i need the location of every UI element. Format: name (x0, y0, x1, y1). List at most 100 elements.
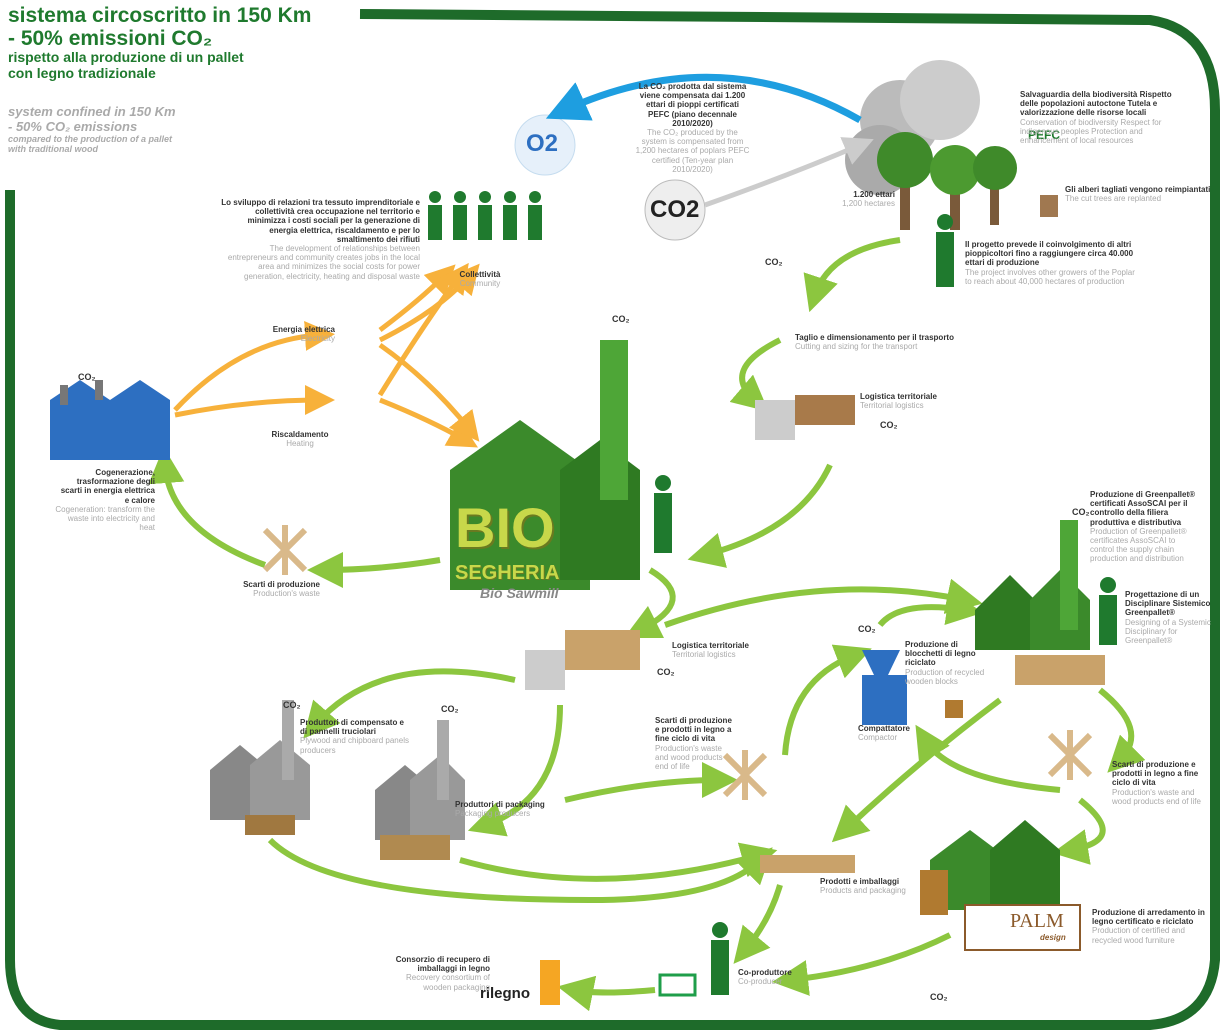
node-label-en: Products and packaging (820, 886, 906, 896)
pefc-logo: PEFC (1028, 128, 1061, 142)
co2-badge: CO₂ (765, 257, 783, 267)
node-label-en: Production of recycled wooden blocks (905, 667, 985, 686)
node: Energia elettrica Electricity (255, 325, 335, 343)
co2-badge: CO₂ (880, 420, 898, 430)
node-label-en: Heating (286, 439, 314, 449)
node-label: Il progetto prevede il coinvolgimento di… (965, 240, 1134, 268)
greenpallet-factory (975, 520, 1105, 685)
node-label-en: Cogeneration: transform the waste into e… (55, 504, 155, 533)
node-label: Taglio e dimensionamento per il trasport… (795, 333, 954, 342)
node-label: Co-produttore (738, 968, 792, 977)
node-label-en: Production's waste and wood products end… (655, 743, 723, 771)
node-label-en: Production's waste and wood products end… (1112, 787, 1201, 806)
node-label: Gli alberi tagliati vengono reimpiantati (1065, 185, 1211, 194)
node: Scarti di produzione Production's waste (220, 580, 320, 598)
co2-badge: CO₂ (283, 700, 301, 710)
rilegno-bin (540, 960, 560, 1005)
node-label-en: Community (459, 279, 501, 289)
o2-bubble (514, 114, 576, 176)
co2-badge: CO₂ (858, 624, 876, 634)
co2-badge: CO₂ (441, 704, 459, 714)
node-label: Produzione di arredamento in legno certi… (1092, 908, 1205, 927)
flow-arrows (148, 237, 1146, 1012)
node: Collettività Community (440, 270, 520, 288)
node: La CO₂ prodotta dal sistema viene compen… (635, 82, 750, 174)
node: Scarti di produzione e prodotti in legno… (655, 716, 735, 771)
title: - 50% emissioni CO₂ (8, 27, 213, 51)
node-label-en: Recovery consortium of wooden packaging (405, 973, 490, 992)
node: Salvaguardia della biodiversità Rispetto… (1020, 90, 1190, 145)
palm-logo-box (964, 904, 1081, 951)
node-label-en: Territorial logistics (860, 401, 924, 411)
co2-badge: CO₂ (612, 314, 630, 324)
co2-badge: CO₂ (930, 992, 948, 1002)
node: Taglio e dimensionamento per il trasport… (795, 333, 995, 351)
sawmill-label: Bio Sawmill (480, 585, 559, 601)
palm-sub: design (1040, 933, 1066, 942)
node: Il progetto prevede il coinvolgimento di… (965, 240, 1135, 286)
node-label-en: 1,200 hectares (842, 199, 895, 209)
co2-label: CO2 (650, 196, 700, 223)
node-label: Scarti di produzione e prodotti in legno… (1112, 760, 1199, 788)
node-label: 1.200 ettari (853, 190, 895, 199)
node-label-en: Cutting and sizing for the transport (795, 342, 918, 352)
co2-bubble (644, 179, 706, 241)
node-label: Produttori di compensato e di pannelli t… (300, 718, 405, 737)
title: sistema circoscritto in 150 Km (8, 4, 312, 27)
node-label-en: Co-producer (738, 977, 783, 987)
bio-label: BIO (455, 496, 555, 559)
node: Scarti di produzione e prodotti in legno… (1112, 760, 1212, 806)
frame (5, 9, 1220, 1030)
palm-logo: PALM (1010, 910, 1064, 932)
node: Produttori di packaging Packaging produce… (455, 800, 545, 818)
packaging-factory (375, 720, 465, 860)
bio-sawmill (450, 340, 640, 590)
subtitle: con legno tradizionale (8, 64, 156, 81)
node-label-en: Electricity (300, 334, 335, 344)
node-label-en: Packaging producers (455, 809, 531, 819)
node-label: Produzione di blocchetti di legno ricicl… (905, 640, 976, 668)
people (428, 191, 1117, 995)
node: Produzione di arredamento in legno certi… (1092, 908, 1212, 945)
co2-badge: CO₂ (657, 667, 675, 677)
trucks (525, 395, 855, 690)
co2-badge: CO₂ (78, 372, 96, 382)
node: Logistica territoriale Territorial logist… (672, 641, 762, 659)
node-label-en: Compactor (858, 733, 898, 743)
arrow (545, 73, 862, 124)
node-label-en: Designing of a Systemic Disciplinary for… (1125, 617, 1211, 645)
energy-arrows (173, 262, 480, 448)
subtitle-en: compared to the production of a pallet (8, 134, 173, 144)
node: Prodotti e imballaggi Products and packag… (820, 877, 910, 895)
node: Produzione di blocchetti di legno ricicl… (905, 640, 985, 686)
arrow (704, 137, 874, 208)
node: Logistica territoriale Territorial logist… (860, 392, 960, 410)
node-label: La CO₂ prodotta dal sistema viene compen… (638, 82, 747, 128)
node-label: Produttori di packaging (455, 800, 545, 809)
scraps (262, 525, 1093, 800)
node-label-en: The project involves other growers of th… (965, 267, 1135, 286)
node-label: Compattatore (858, 724, 911, 733)
node: Cogenerazione, trasformazione degli scar… (55, 468, 155, 532)
node-label: Salvaguardia della biodiversità Rispetto… (1020, 90, 1172, 118)
node: Compattatore Compactor (858, 724, 918, 742)
node: Co-produttore Co-producer (738, 968, 818, 986)
cart (658, 973, 697, 997)
rilegno-logo: rilegno (480, 985, 531, 1002)
node-label: Cogenerazione, trasformazione degli scar… (60, 468, 155, 505)
node-label-en: Territorial logistics (672, 650, 736, 660)
node-label-en: Production's waste (253, 589, 320, 599)
node-label: Logistica territoriale (672, 641, 749, 650)
node: Produttori di compensato e di pannelli t… (300, 718, 410, 755)
node: Gli alberi tagliati vengono reimpiantati… (1065, 185, 1215, 203)
node-label-en: Plywood and chipboard panels producers (300, 736, 409, 755)
o2-label: O2 (526, 130, 559, 157)
node-label: Prodotti e imballaggi (820, 877, 900, 886)
header: sistema circoscritto in 150 Km - 50% emi… (8, 4, 311, 81)
node: Riscaldamento Heating (255, 430, 345, 448)
segheria-label: SEGHERIA (455, 562, 560, 584)
cogeneration-plant (50, 380, 170, 460)
furniture-factory (920, 820, 1060, 915)
